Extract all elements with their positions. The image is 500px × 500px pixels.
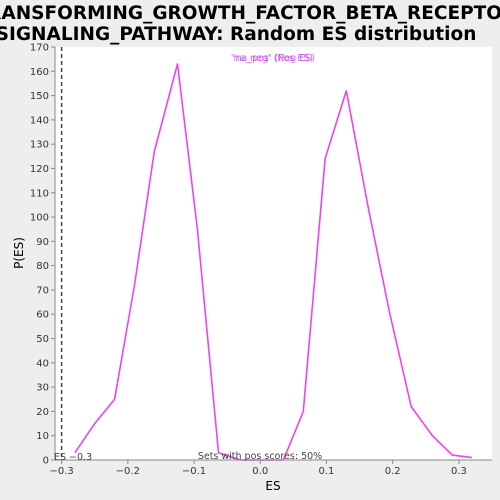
y-tick-label: 170 (30, 43, 49, 54)
y-tick-label: 70 (36, 285, 49, 296)
y-tick-label: 40 (36, 358, 49, 369)
x-tick-label: −0.3 (49, 466, 73, 477)
y-tick-label: 140 (30, 115, 49, 126)
y-axis-label: P(ES) (12, 237, 26, 269)
y-tick-label: 20 (36, 407, 49, 418)
y-tick-label: 60 (36, 310, 49, 321)
x-axis-label: ES (265, 479, 280, 493)
x-tick-label: 0.1 (319, 466, 335, 477)
y-tick-label: 80 (36, 261, 49, 272)
pos-scores-annotation: Sets with pos scores: 50% (198, 451, 322, 462)
y-tick-label: 120 (30, 164, 49, 175)
y-tick-label: 150 (30, 91, 49, 102)
series-group (74, 63, 473, 461)
plot-area (55, 47, 492, 460)
y-tick-label: 160 (30, 67, 49, 78)
x-tick-label: −0.1 (182, 466, 206, 477)
reference-line-label: ES −0.3 (54, 452, 92, 463)
y-tick-label: 100 (30, 213, 49, 224)
x-tick-label: −0.2 (116, 466, 140, 477)
x-axis-ticks: −0.3 −0.2 −0.1 0.0 0.1 0.2 0.3 (49, 460, 467, 477)
legend-entry-neg: 'na_neg' (Neg ES) (231, 53, 315, 64)
y-axis-ticks: 0 10 20 30 40 50 60 70 80 90 100 110 120 130 140 150 160… (30, 43, 55, 467)
x-tick-label: 0.3 (451, 466, 467, 477)
y-tick-label: 50 (36, 334, 49, 345)
y-tick-label: 0 (43, 456, 49, 467)
y-tick-label: 110 (30, 188, 49, 199)
series-line-0 (74, 63, 261, 461)
x-tick-label: 0.0 (252, 466, 268, 477)
y-tick-label: 90 (36, 237, 49, 248)
legend-entry-pos: 'na_pos' (Pos ES) (233, 53, 313, 64)
x-tick-label: 0.2 (385, 466, 401, 477)
y-tick-label: 130 (30, 140, 49, 151)
chart-title-line-1: TRANSFORMING_GROWTH_FACTOR_BETA_RECEPTOR… (0, 3, 500, 24)
y-tick-label: 30 (36, 383, 49, 394)
series-line-1 (260, 89, 473, 461)
y-tick-label: 10 (36, 431, 49, 442)
chart-title-line-2: SIGNALING_PATHWAY: Random ES distributio… (0, 24, 476, 45)
